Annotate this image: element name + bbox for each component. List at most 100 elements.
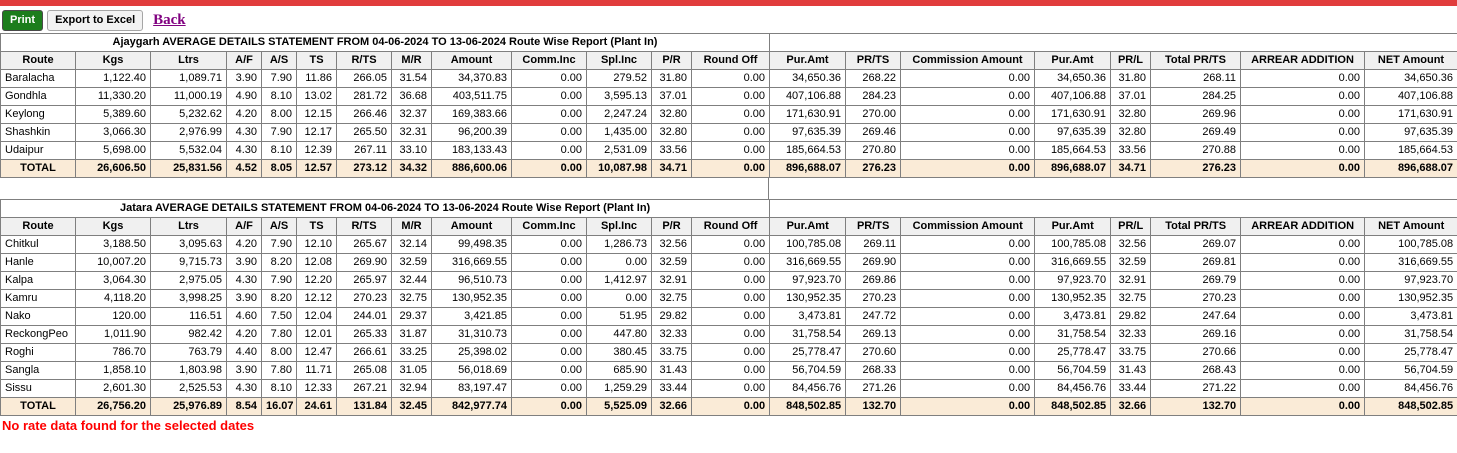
value-cell: 32.56 [651,235,692,254]
total-value-cell: 5,525.09 [586,397,652,416]
column-header: Spl.Inc [586,217,652,236]
column-header: Commission Amount [900,217,1036,236]
column-header: R/TS [336,51,392,70]
value-cell: 33.75 [651,343,692,362]
print-button[interactable]: Print [2,9,44,31]
value-cell: 4,118.20 [75,289,151,308]
value-cell: 12.08 [296,253,337,272]
back-link[interactable]: Back [153,11,186,28]
route-cell: Nako [0,307,76,326]
value-cell: 407,106.88 [1364,87,1457,106]
value-cell: 0.00 [511,235,587,254]
route-cell: Baralacha [0,69,76,88]
column-header: Total PR/TS [1150,217,1242,236]
value-cell: 268.11 [1150,69,1241,88]
export-to-excel-button[interactable]: Export to Excel [47,9,144,31]
value-cell: 12.15 [296,105,337,124]
route-cell: Roghi [0,343,76,362]
column-header: R/TS [336,217,392,236]
value-cell: 0.00 [1240,343,1366,362]
route-cell: Kalpa [0,271,76,290]
value-cell: 12.33 [296,379,337,398]
value-cell: 97,923.70 [1034,271,1112,290]
value-cell: 279.52 [586,69,652,88]
total-value-cell: 0.00 [1240,159,1365,178]
value-cell: 270.80 [845,141,901,160]
value-cell: 33.25 [391,343,432,362]
value-cell: 32.80 [1110,105,1151,124]
value-cell: 3,473.81 [1364,307,1457,326]
value-cell: 265.08 [336,361,392,380]
value-cell: 32.80 [1110,123,1151,142]
total-value-cell: 276.23 [1150,159,1241,178]
value-cell: 0.00 [1240,379,1366,398]
value-cell: 12.04 [296,307,337,326]
column-header: Amount [431,51,512,70]
value-cell: 266.46 [336,105,392,124]
footer-note: No rate data found for the selected date… [2,418,255,433]
total-value-cell: 896,688.07 [769,159,846,178]
value-cell: 247.72 [845,307,902,326]
table-row: Roghi 786.70 763.79 4.40 8.00 12.47 266.61 33.2… [0,343,1457,362]
column-header: NET Amount [1364,217,1457,236]
value-cell: 7.50 [261,307,297,326]
value-cell: 32.75 [391,289,432,308]
total-value-cell: 34.32 [391,159,432,178]
total-value-cell: 886,600.06 [431,159,512,178]
header-row: Route Kgs Ltrs A/F A/S TS R/TS M/R Amount Comm.In… [0,51,1457,70]
value-cell: 33.10 [391,141,432,160]
total-value-cell: 32.66 [1110,397,1152,416]
value-cell: 0.00 [1240,105,1365,124]
value-cell: 33.56 [1110,141,1151,160]
value-cell: 56,704.59 [1034,361,1112,380]
total-value-cell: 131.84 [336,397,392,416]
value-cell: 0.00 [511,141,587,160]
value-cell: 12.17 [296,123,337,142]
total-value-cell: 848,502.85 [769,397,847,416]
value-cell: 0.00 [1240,69,1365,88]
value-cell: 3,064.30 [75,271,151,290]
route-cell: Sissu [0,379,76,398]
value-cell: 269.16 [1150,325,1242,344]
route-cell: Udaipur [0,141,76,160]
column-header: Kgs [75,217,151,236]
value-cell: 12.01 [296,325,337,344]
value-cell: 8.20 [261,289,297,308]
top-accent-bar [0,0,1457,6]
value-cell: 56,018.69 [431,361,512,380]
value-cell: 32.31 [391,123,432,142]
value-cell: 32.44 [391,271,432,290]
value-cell: 0.00 [1240,271,1366,290]
value-cell: 83,197.47 [431,379,512,398]
value-cell: 8.20 [261,253,297,272]
value-cell: 0.00 [511,69,587,88]
value-cell: 0.00 [511,105,587,124]
value-cell: 269.90 [336,253,392,272]
value-cell: 96,200.39 [431,123,512,142]
table-row: Kamru 4,118.20 3,998.25 3.90 8.20 12.12 270.23… [0,289,1457,308]
value-cell: 7.90 [261,123,297,142]
value-cell: 4.20 [226,325,262,344]
value-cell: 130,952.35 [1034,289,1112,308]
route-cell: Gondhla [0,87,76,106]
total-label-cell: TOTAL [0,397,76,416]
value-cell: 32.80 [651,105,692,124]
value-cell: 3,095.63 [150,235,227,254]
total-value-cell: 0.00 [900,397,1036,416]
value-cell: 185,664.53 [769,141,846,160]
column-header: Ltrs [150,217,227,236]
value-cell: 4.60 [226,307,262,326]
value-cell: 25,778.47 [1364,343,1457,362]
value-cell: 316,669.55 [431,253,512,272]
value-cell: 116.51 [150,307,227,326]
total-value-cell: 10,087.98 [586,159,652,178]
value-cell: 0.00 [511,307,587,326]
value-cell: 7.80 [261,325,297,344]
table-row: Chitkul 3,188.50 3,095.63 4.20 7.90 12.10 265.… [0,235,1457,254]
total-value-cell: 848,502.85 [1034,397,1112,416]
value-cell: 247.64 [1150,307,1242,326]
value-cell: 0.00 [691,87,770,106]
title-spacer [769,33,1457,52]
value-cell: 3.90 [226,361,262,380]
value-cell: 7.80 [261,361,297,380]
